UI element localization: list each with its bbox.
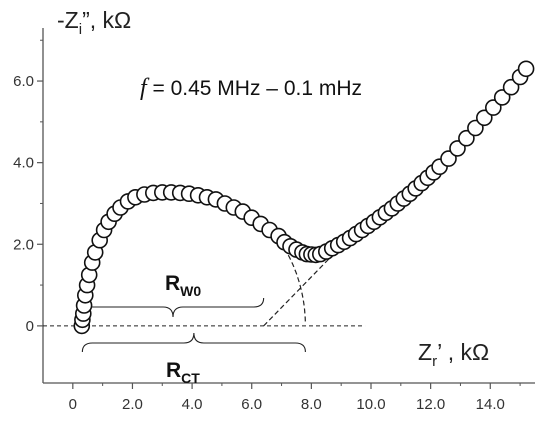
rct-label: RCT <box>166 359 200 386</box>
x-tick-label-1: 2.0 <box>122 396 143 413</box>
rct-label-sub: CT <box>181 370 200 386</box>
data-point-60 <box>440 150 457 167</box>
y-axis-title-prefix: -Z <box>57 7 79 33</box>
x-axis-title-prefix: Z <box>418 339 432 365</box>
rct-label-main: R <box>166 359 181 382</box>
guide-lines <box>43 252 366 327</box>
y-axis-title: -Zi”, kΩ <box>57 7 131 38</box>
axes <box>42 28 535 384</box>
x-tick-label-7: 14.0 <box>476 396 505 413</box>
rw0-label: RW0 <box>165 272 201 299</box>
frequency-symbol: f <box>140 75 150 101</box>
rw0-brace <box>81 297 265 318</box>
x-tick-label-3: 6.0 <box>241 396 262 413</box>
rct-brace <box>81 332 306 353</box>
semicircle-extrapolation-arc <box>287 254 306 324</box>
x-axis-title-sub: r <box>432 353 437 370</box>
x-axis-title: Zr’ , kΩ <box>418 339 489 370</box>
warburg-extrapolation-line <box>263 252 336 327</box>
data-point-69 <box>517 60 535 78</box>
y-tick-label-2: 4.0 <box>13 155 34 172</box>
x-ticks: 0 2.0 4.0 6.0 8.0 10.0 12.0 14.0 <box>69 383 521 413</box>
x-tick-label-2: 4.0 <box>182 396 203 413</box>
braces <box>81 297 306 353</box>
x-tick-label-5: 10.0 <box>356 396 385 413</box>
y-axis-title-sub: i <box>79 21 82 38</box>
data-point-64 <box>475 109 493 127</box>
x-tick-label-4: 8.0 <box>301 396 322 413</box>
x-axis-title-suffix: ’ , kΩ <box>437 339 489 365</box>
rw0-label-main: R <box>165 272 180 295</box>
data-points <box>73 60 535 335</box>
x-tick-label-6: 12.0 <box>416 396 445 413</box>
frequency-annotation: f = 0.45 MHz – 0.1 mHz <box>140 75 362 101</box>
data-point-67 <box>502 78 520 96</box>
frequency-range: = 0.45 MHz – 0.1 mHz <box>147 77 362 100</box>
y-tick-label-0: 0 <box>26 318 34 335</box>
y-ticks: 0 2.0 4.0 6.0 <box>13 39 43 335</box>
y-tick-label-3: 6.0 <box>13 73 34 90</box>
rw0-label-sub: W0 <box>180 283 201 299</box>
y-tick-label-1: 2.0 <box>13 236 34 253</box>
x-tick-label-0: 0 <box>69 396 77 413</box>
data-point-62 <box>458 129 475 147</box>
y-axis-title-suffix: ”, kΩ <box>82 7 131 33</box>
